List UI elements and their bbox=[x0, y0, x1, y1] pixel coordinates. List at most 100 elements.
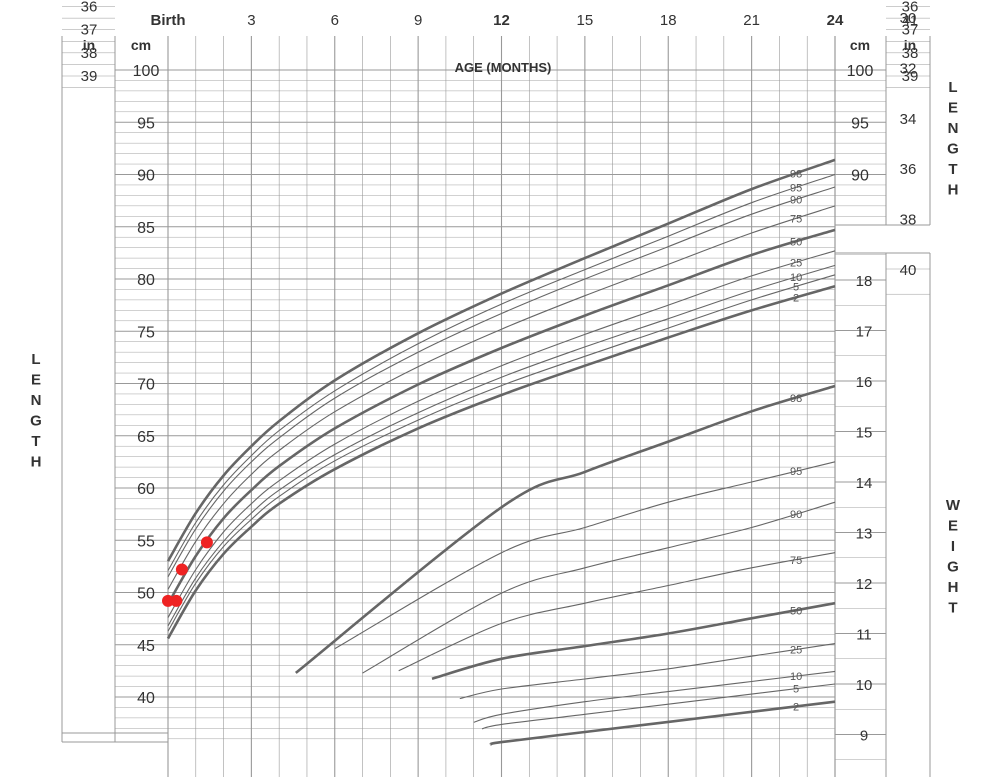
right-in-label: in bbox=[904, 37, 916, 53]
kg-label: 10 bbox=[856, 677, 873, 694]
weight-title-letter: W bbox=[946, 497, 961, 514]
weight-title-letter: E bbox=[948, 518, 958, 535]
weight-percentile-label: 10 bbox=[790, 671, 802, 683]
left-in-label: in bbox=[83, 37, 95, 53]
month-label-3: 3 bbox=[247, 12, 255, 29]
lb-label: 36 bbox=[900, 161, 917, 178]
kg-label: 12 bbox=[856, 576, 873, 593]
cm-label: 100 bbox=[133, 63, 160, 80]
weight-percentile-label: 98 bbox=[790, 393, 802, 405]
month-label-21: 21 bbox=[743, 12, 760, 29]
cm-label: 60 bbox=[137, 481, 155, 498]
length-title-right-letter: H bbox=[948, 182, 959, 199]
axis-title: AGE (MONTHS) bbox=[455, 60, 552, 75]
weight-title-letter: H bbox=[948, 579, 959, 596]
right-cm-label: 90 bbox=[851, 168, 869, 185]
month-label-12: 12 bbox=[493, 12, 510, 29]
weight-percentile-label: 25 bbox=[790, 644, 802, 656]
measurement-point bbox=[170, 594, 183, 607]
cm-label: 70 bbox=[137, 377, 155, 394]
weight-curve-90 bbox=[362, 501, 836, 674]
lb-label: 40 bbox=[900, 262, 917, 279]
length-curve-98 bbox=[166, 158, 836, 562]
kg-label: 16 bbox=[856, 374, 873, 391]
weight-title-letter: T bbox=[948, 600, 957, 617]
month-label-6: 6 bbox=[331, 12, 339, 29]
measurement-point bbox=[162, 594, 174, 607]
length-title-right-letter: G bbox=[947, 141, 959, 158]
length-title-right-letter: N bbox=[948, 120, 959, 137]
length-curve-5 bbox=[167, 274, 836, 632]
kg-label: 14 bbox=[856, 475, 873, 492]
length-percentile-label: 75 bbox=[790, 214, 802, 226]
weight-title-letter: G bbox=[947, 559, 959, 576]
kg-label: 15 bbox=[856, 425, 873, 442]
measurement-point bbox=[200, 536, 213, 549]
right-inch-label: 36 bbox=[902, 0, 919, 16]
length-percentile-label: 98 bbox=[790, 169, 802, 181]
month-label-birth: Birth bbox=[151, 12, 186, 29]
month-label-18: 18 bbox=[660, 12, 677, 29]
weight-curve-95 bbox=[334, 461, 836, 650]
weight-curve-98 bbox=[294, 384, 836, 674]
cm-label: 45 bbox=[137, 638, 155, 655]
lb-label: 30 bbox=[900, 10, 917, 27]
length-percentile-label: 95 bbox=[790, 183, 802, 195]
weight-percentile-label: 2 bbox=[793, 701, 799, 713]
cm-label: 50 bbox=[137, 586, 155, 603]
chart-grid bbox=[61, 6, 931, 777]
right-inch-label: 37 bbox=[902, 22, 919, 39]
length-title-left-letter: H bbox=[31, 454, 42, 471]
percentile-curves bbox=[166, 158, 836, 746]
weight-title-letter: I bbox=[951, 538, 955, 555]
kg-label: 18 bbox=[856, 273, 873, 290]
weight-curve-5 bbox=[481, 683, 836, 730]
cm-label: 85 bbox=[137, 220, 155, 237]
cm-label: 65 bbox=[137, 429, 155, 446]
inch-label: 39 bbox=[81, 68, 98, 85]
measurement-points bbox=[162, 536, 213, 607]
length-curve-90 bbox=[167, 186, 836, 578]
weight-curve-10 bbox=[473, 670, 836, 723]
length-title-left-letter: G bbox=[30, 413, 42, 430]
cm-label: 80 bbox=[137, 272, 155, 289]
weight-curve-25 bbox=[459, 643, 836, 700]
month-label-24: 24 bbox=[827, 12, 844, 29]
kg-label: 11 bbox=[856, 627, 872, 644]
length-curve-2 bbox=[166, 285, 836, 640]
lb-label: 32 bbox=[900, 60, 917, 77]
right-cm-label: 95 bbox=[851, 115, 869, 132]
weight-curve-75 bbox=[398, 552, 836, 672]
weight-curve-2 bbox=[489, 700, 836, 746]
length-percentile-label: 2 bbox=[793, 293, 799, 305]
weight-percentile-label: 5 bbox=[793, 684, 799, 696]
weight-percentile-label: 95 bbox=[790, 466, 802, 478]
length-title-right-letter: T bbox=[948, 161, 957, 178]
length-title-right-letter: L bbox=[948, 79, 957, 96]
cm-label: 90 bbox=[137, 168, 155, 185]
month-label-9: 9 bbox=[414, 12, 422, 29]
length-curve-10 bbox=[167, 264, 836, 627]
length-percentile-label: 50 bbox=[790, 237, 802, 249]
length-title-left-letter: N bbox=[31, 392, 42, 409]
cm-label: 55 bbox=[137, 533, 155, 550]
length-percentile-label: 25 bbox=[790, 257, 802, 269]
right-top-label: 41 bbox=[902, 12, 918, 28]
right-cm-label: 100 bbox=[847, 63, 874, 80]
inch-label: 37 bbox=[81, 22, 98, 39]
chart-labels: AGE (MONTHS) 41 in cm cm in Birth 3 6 9 12 15… bbox=[30, 0, 961, 745]
kg-label: 9 bbox=[860, 728, 868, 745]
right-inch-label: 38 bbox=[902, 45, 919, 62]
kg-label: 17 bbox=[856, 324, 873, 341]
right-cm-label: cm bbox=[850, 37, 870, 53]
inch-label: 38 bbox=[81, 45, 98, 62]
cm-label: 95 bbox=[137, 115, 155, 132]
length-curve-95 bbox=[167, 173, 836, 571]
length-curve-75 bbox=[167, 205, 836, 590]
length-title-left-letter: E bbox=[31, 372, 41, 389]
length-percentile-label: 90 bbox=[790, 195, 802, 207]
weight-curve-50 bbox=[431, 601, 836, 680]
length-percentile-label: 10 bbox=[790, 272, 802, 284]
length-title-left-letter: T bbox=[31, 433, 40, 450]
